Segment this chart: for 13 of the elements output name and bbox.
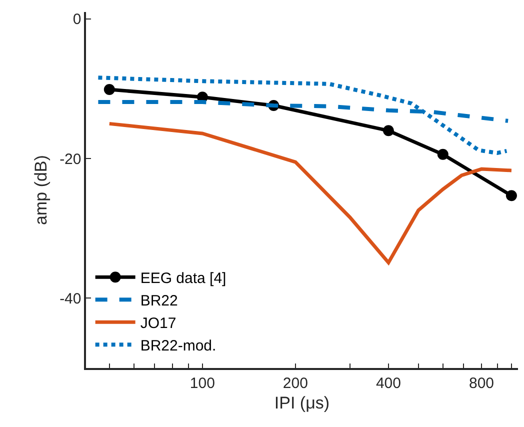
x-tick-label: 400 [376,374,401,392]
x-tick-label: 100 [190,374,215,392]
y-axis-title: amp (dB) [32,155,51,225]
y-tick-label: -40 [60,290,82,308]
x-axis-title: IPI (μs) [274,394,330,413]
legend-label: BR22-mod. [140,337,216,354]
x-tick-label: 200 [282,374,308,392]
legend-label: EEG data [4] [140,270,226,287]
legend-label: JO17 [140,314,176,332]
y-tick-label: -20 [60,150,82,168]
x-tick-label: 800 [468,374,494,392]
legend-label: BR22 [140,292,178,310]
y-tick-label: 0 [72,11,82,28]
